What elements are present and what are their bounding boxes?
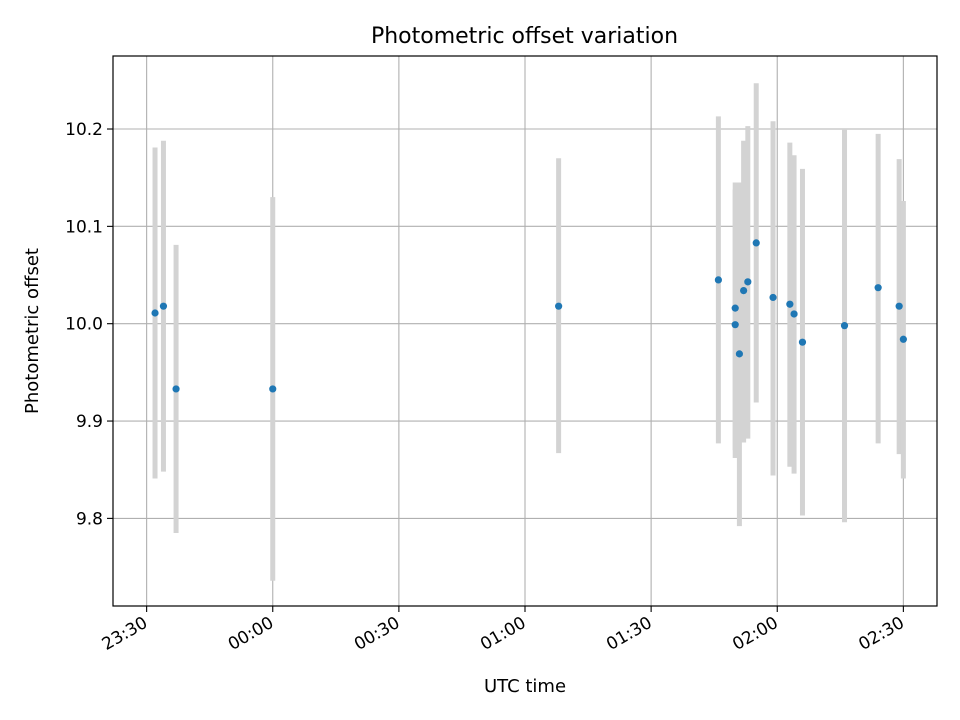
data-point: [731, 321, 739, 329]
tick-layer: 23:30 00:00 00:30 01:00 01:30 02:00 02:30 9.8 9.…: [65, 120, 908, 655]
data-point: [840, 322, 849, 330]
y-tick-label: 10.1: [65, 217, 103, 237]
data-point: [899, 335, 907, 343]
x-tick-label: 23:30: [99, 613, 151, 655]
grid-layer: [113, 56, 937, 606]
data-point: [895, 302, 903, 310]
y-axis-label: Photometric offset: [22, 248, 43, 414]
y-tick-label: 9.8: [76, 509, 103, 529]
x-tick-label: 00:30: [351, 613, 403, 655]
data-point: [151, 309, 159, 317]
x-tick-label: 02:30: [855, 613, 907, 655]
errorbar-layer: [152, 83, 906, 581]
data-point: [752, 239, 760, 247]
point-layer: [151, 239, 907, 393]
data-point: [790, 310, 798, 318]
data-point: [735, 350, 744, 358]
y-tick-label: 10.2: [65, 120, 103, 140]
y-tick-label: 10.0: [65, 315, 103, 335]
data-point: [798, 338, 807, 346]
data-point: [740, 287, 748, 295]
x-tick-label: 00:00: [225, 613, 277, 655]
data-point: [555, 302, 563, 310]
y-tick-label: 9.9: [76, 412, 103, 432]
data-point: [269, 385, 277, 393]
x-axis-label: UTC time: [484, 676, 566, 697]
x-tick-label: 01:00: [477, 613, 529, 655]
data-point: [159, 302, 168, 310]
data-point: [172, 385, 180, 393]
data-point: [731, 304, 739, 312]
x-tick-label: 01:30: [603, 613, 655, 655]
chart-title: Photometric offset variation: [371, 24, 678, 49]
data-point: [786, 300, 794, 308]
data-point: [769, 293, 777, 302]
data-point: [744, 278, 752, 286]
data-point: [874, 284, 882, 292]
data-point: [714, 276, 722, 284]
x-tick-label: 02:00: [729, 613, 781, 655]
